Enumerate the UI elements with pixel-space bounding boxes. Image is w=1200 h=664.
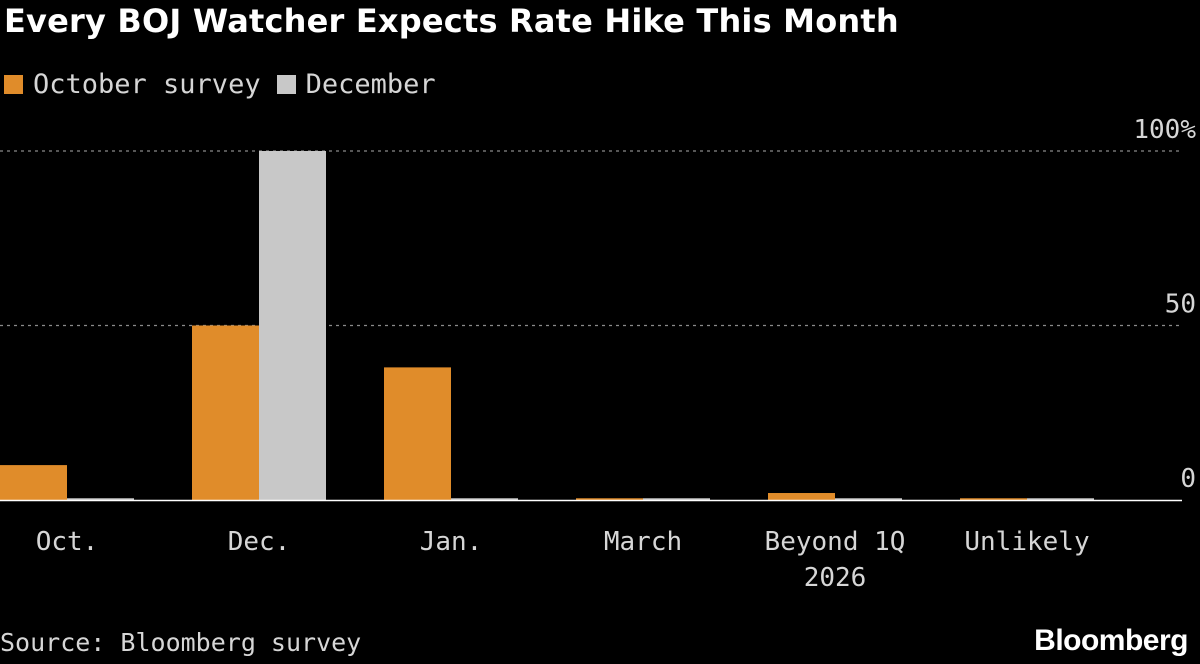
legend-label-december: December bbox=[305, 68, 436, 100]
x-tick-label-line: March bbox=[604, 527, 682, 557]
chart-title: Every BOJ Watcher Expects Rate Hike This… bbox=[4, 2, 899, 40]
bar-december-1 bbox=[259, 151, 326, 500]
legend: October survey December bbox=[4, 66, 452, 102]
x-tick-label-3: March bbox=[604, 527, 682, 557]
x-tick-label-0: Oct. bbox=[36, 527, 99, 557]
bar-december-3 bbox=[643, 498, 710, 500]
x-tick-label-5: Unlikely bbox=[964, 527, 1089, 557]
bar-december-2 bbox=[451, 498, 518, 500]
legend-swatch-october bbox=[4, 74, 23, 94]
x-tick-label-line: 2026 bbox=[804, 563, 867, 593]
bar-december-4 bbox=[835, 498, 902, 500]
x-tick-label-2: Jan. bbox=[420, 527, 483, 557]
bar-october-4 bbox=[768, 493, 835, 500]
legend-item-december: December bbox=[276, 68, 436, 100]
x-tick-label-line: Oct. bbox=[36, 527, 99, 557]
x-tick-label-4: Beyond 1Q 2026 bbox=[765, 527, 906, 593]
y-tick-label-50: 50 bbox=[1165, 290, 1196, 320]
bar-october-5 bbox=[960, 498, 1027, 500]
source-note: Source: Bloomberg survey bbox=[0, 628, 362, 657]
y-tick-label-0: 0 bbox=[1180, 464, 1196, 494]
y-tick-label-100: 100% bbox=[1133, 115, 1196, 145]
x-tick-label-line: Unlikely bbox=[964, 527, 1089, 557]
x-tick-label-line: Jan. bbox=[420, 527, 483, 557]
bar-december-5 bbox=[1027, 498, 1094, 500]
legend-swatch-december bbox=[276, 74, 296, 94]
x-tick-label-line: Beyond 1Q bbox=[765, 527, 906, 557]
bar-october-3 bbox=[576, 498, 643, 500]
x-tick-label-line: Dec. bbox=[228, 527, 291, 557]
bar-october-0 bbox=[0, 465, 67, 500]
legend-label-october: October survey bbox=[33, 68, 261, 100]
x-tick-label-1: Dec. bbox=[228, 527, 291, 557]
bar-october-2 bbox=[384, 367, 451, 500]
bloomberg-logo: Bloomberg bbox=[1034, 624, 1188, 657]
bar-october-1 bbox=[192, 325, 259, 500]
legend-item-october: October survey bbox=[4, 69, 261, 100]
bar-december-0 bbox=[67, 498, 134, 500]
